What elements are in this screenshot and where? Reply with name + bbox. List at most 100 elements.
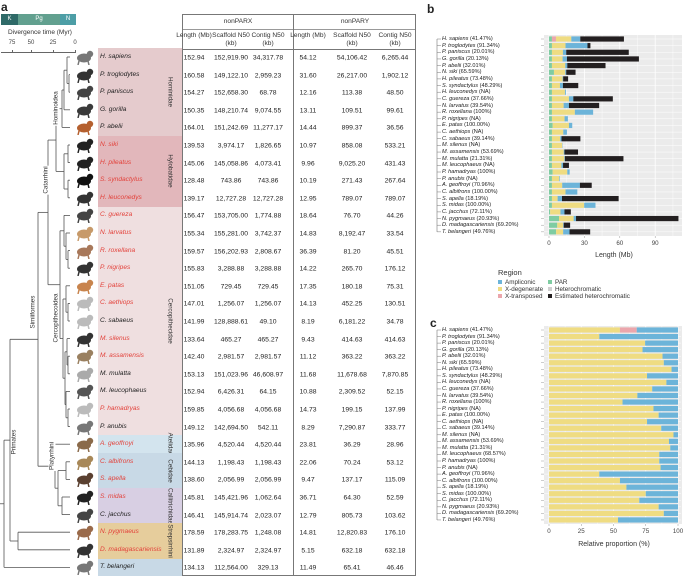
table-cell: 128.48 bbox=[183, 177, 205, 185]
bar-segment-ampliconic bbox=[622, 399, 678, 405]
x-tick-label: 100 bbox=[672, 528, 684, 535]
species-label: C. sabaeus (39.14%) bbox=[442, 136, 495, 142]
table-column-header: Length (Mb) bbox=[290, 32, 326, 39]
table-cell: 1,198.43 bbox=[254, 459, 282, 467]
bar-segment-par bbox=[549, 129, 552, 135]
table-column-header: Scaffold N50 (kb) bbox=[212, 32, 250, 47]
species-label-name: N. siki bbox=[442, 69, 458, 76]
species-label-name: N. pygmaeus bbox=[442, 503, 475, 510]
bar-segment-ampliconic bbox=[565, 43, 588, 49]
bar-segment-estimated-heterochromatic bbox=[562, 82, 579, 89]
table-cell: 3,288.88 bbox=[217, 265, 245, 273]
bar-segment-x-degenerate bbox=[551, 89, 565, 95]
x-tick-label: 50 bbox=[610, 528, 617, 535]
species-label: M. assamensis (53.69%) bbox=[442, 149, 504, 155]
species-label-name: C. sabaeus bbox=[442, 425, 471, 432]
y-region-length-chart bbox=[436, 35, 685, 238]
bar-segment-ampliconic bbox=[599, 471, 678, 477]
table-column-header: Length (Mb) bbox=[176, 32, 212, 39]
legend-item: PAR bbox=[548, 279, 567, 286]
primate-illustration-icon bbox=[77, 473, 94, 488]
table-cell: 135.96 bbox=[183, 441, 205, 449]
table-cell: 133.64 bbox=[183, 336, 205, 344]
bar-segment-estimated-heterochromatic bbox=[564, 156, 624, 162]
bar-segment-ampliconic bbox=[563, 129, 567, 135]
bar-segment-x-degenerate bbox=[549, 484, 627, 490]
table-cell: 12.95 bbox=[299, 195, 317, 203]
bar-segment-ampliconic bbox=[563, 229, 570, 235]
table-cell: 10.97 bbox=[299, 142, 317, 150]
table-cell: 153.13 bbox=[183, 371, 205, 379]
primate-illustration-icon bbox=[77, 209, 94, 224]
species-label: N. pygmaeus (20.93%) bbox=[442, 504, 499, 510]
bar-segment-x-degenerate bbox=[551, 142, 563, 148]
species-label-name: C. aethiops bbox=[442, 129, 471, 136]
bar-segment-ampliconic bbox=[647, 419, 678, 425]
legend-item: X-degenerate bbox=[498, 286, 543, 293]
bar-segment-x-degenerate bbox=[549, 399, 623, 405]
bar-segment-estimated-heterochromatic bbox=[564, 209, 571, 215]
species-label: N. siki (65.59%) bbox=[442, 360, 482, 366]
species-label-percent: (65.59%) bbox=[458, 69, 482, 76]
table-cell: 6,181.22 bbox=[338, 318, 366, 326]
bar-segment-estimated-heterochromatic bbox=[573, 96, 613, 102]
table-cell: 52.59 bbox=[386, 494, 404, 502]
plot-background bbox=[544, 326, 682, 524]
bar-segment-par bbox=[549, 136, 552, 142]
species-name: C. sabaeus bbox=[100, 317, 134, 324]
bar-segment-x-degenerate bbox=[549, 504, 659, 510]
bar-segment-x-degenerate bbox=[552, 169, 568, 175]
species-label-percent: (49.76%) bbox=[472, 228, 496, 235]
bar-segment-estimated-heterochromatic bbox=[561, 196, 619, 202]
legend-label: X-degenerate bbox=[505, 286, 544, 293]
bar-segment-ampliconic bbox=[662, 353, 678, 359]
species-label: C. aethiops (NA) bbox=[442, 419, 483, 425]
table-cell: 8.19 bbox=[301, 318, 315, 326]
species-label-name: C. jacchus bbox=[442, 208, 469, 215]
table-cell: 145,421.96 bbox=[213, 494, 249, 502]
species-label-percent: (NA) bbox=[468, 142, 481, 149]
species-label-name: S. apella bbox=[442, 484, 464, 491]
table-cell: 363.22 bbox=[341, 353, 363, 361]
species-name: C. albifrons bbox=[100, 457, 134, 465]
primate-illustration-icon bbox=[77, 191, 94, 206]
species-label-name: R. roxellana bbox=[442, 109, 472, 116]
table-cell: 11,277.17 bbox=[253, 124, 283, 132]
bar-segment-par bbox=[549, 142, 552, 148]
species-label: A. geoffroyi (70.96%) bbox=[442, 471, 495, 477]
table-cell: 26,217.00 bbox=[336, 72, 368, 80]
species-label-name: P. nigripes bbox=[442, 405, 468, 412]
species-label: H. leuconedys (NA) bbox=[442, 379, 491, 385]
table-cell: 159.57 bbox=[183, 248, 205, 256]
bar-segment-ampliconic bbox=[559, 82, 563, 89]
species-label: N. larvatus (39.54%) bbox=[442, 393, 493, 399]
bar-segment-x-degenerate bbox=[551, 109, 575, 115]
species-label-percent: (20.93%) bbox=[476, 503, 500, 510]
table-cell: 176.10 bbox=[384, 529, 406, 537]
bar-segment-x-degenerate bbox=[551, 56, 563, 62]
table-cell: 142,694.50 bbox=[213, 424, 249, 432]
family-band bbox=[98, 488, 182, 524]
bar-segment-par bbox=[549, 82, 552, 89]
table-cell: 130.51 bbox=[384, 300, 406, 308]
bar-segment-par bbox=[549, 109, 552, 115]
table-cell: 156,202.93 bbox=[213, 248, 249, 256]
table-cell: 152.94 bbox=[183, 388, 205, 396]
species-label-percent: (53.69%) bbox=[480, 438, 504, 445]
bar-segment-par bbox=[549, 189, 552, 195]
primate-illustration-icon bbox=[77, 156, 94, 171]
species-name: P. abelii bbox=[100, 123, 123, 131]
table-cell: 17.35 bbox=[299, 283, 317, 291]
table-cell: 632.18 bbox=[384, 547, 406, 555]
species-label-name: H. sapiens bbox=[442, 36, 469, 42]
family-label: Hylobatidae bbox=[166, 154, 174, 189]
species-name: P. paniscus bbox=[100, 88, 134, 96]
species-label: E. patas (100.00%) bbox=[442, 122, 490, 128]
species-label-name: S. midas bbox=[442, 202, 464, 209]
bar-segment-ampliconic bbox=[564, 89, 566, 95]
table-cell: 14.22 bbox=[299, 265, 317, 273]
species-name: N. larvatus bbox=[100, 229, 132, 236]
table-cell: 4,073.41 bbox=[254, 160, 282, 168]
bar-segment-ampliconic bbox=[659, 451, 678, 458]
panel-c-letter: c bbox=[430, 316, 437, 330]
